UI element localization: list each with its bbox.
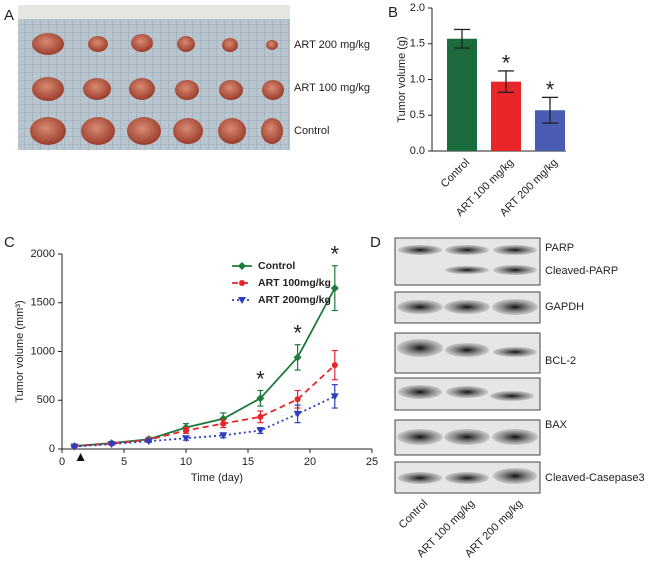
y-axis-label: Tumor volume (g) [396,36,408,122]
row-label: Control [294,125,329,137]
band-label: BCL-2 [545,355,576,367]
legend-label: ART 200mg/kg [258,294,331,306]
significance: * [546,77,555,102]
point [257,413,264,420]
bar [491,81,521,151]
y-tick-label: 1.0 [410,73,425,85]
row-label: ART 200 mg/kg [294,39,370,51]
x-tick-label: 10 [180,456,192,468]
point [331,362,338,369]
significance: * [293,320,302,345]
band-label: GAPDH [545,301,584,313]
significance: * [331,242,340,267]
significance: * [502,51,511,76]
point [144,438,153,446]
legend-label: ART 100mg/kg [258,277,331,289]
error-bar [498,70,514,94]
y-tick-label: 0.5 [410,109,425,121]
x-tick-label: 25 [366,456,378,468]
y-tick-label: 500 [37,394,55,406]
x-tick-label: 5 [121,456,127,468]
point [256,427,265,435]
legend-point [239,280,245,286]
y-tick-label: 1000 [31,345,55,357]
y-tick-label: 1500 [31,297,55,309]
significance: * [256,366,265,391]
x-tick-label: 0 [59,456,65,468]
series-line [74,364,336,447]
band-label: Cleaved-PARP [545,265,618,277]
band-label: PARP [545,242,574,254]
y-tick-label: 2000 [31,248,55,260]
error-bar [542,96,558,124]
x-tick-label: 20 [304,456,316,468]
point [294,396,301,403]
point [293,410,302,418]
point [182,435,190,443]
row-label: ART 100 mg/kg [294,82,370,94]
point [219,414,228,423]
y-tick-label: 0.0 [410,145,425,157]
point [293,353,302,362]
point [70,443,79,451]
panel-label: A [4,7,14,24]
western-blot [394,237,541,494]
y-tick-label: 2.0 [410,2,425,14]
point [330,284,339,293]
legend-point [238,297,246,304]
point [219,432,228,440]
bar [447,38,477,152]
panel-label: D [370,234,381,251]
y-tick-label: 0 [49,443,55,455]
y-axis-label: Tumor volume (mm³) [14,300,26,402]
legend-label: Control [258,260,295,272]
x-tick-label: Control [439,157,473,191]
point [107,441,116,449]
x-axis-label: Time (day) [191,472,243,484]
panel-label: B [388,4,398,21]
panel-label: C [4,234,15,251]
error-bar [454,28,470,49]
treatment-arrow [76,453,85,461]
point [330,393,339,401]
band-label: BAX [545,419,568,431]
point [256,394,265,403]
band-label: Cleaved-Casepase3 [545,472,645,484]
legend-point [238,262,246,270]
x-tick-label: 15 [242,456,254,468]
y-tick-label: 1.5 [410,38,425,50]
legend-marker [238,262,246,270]
legend-marker [239,280,245,286]
tumor-photo [18,5,290,150]
series-line [74,395,336,448]
lane-label: Control [397,498,431,532]
legend-marker [238,297,246,304]
point [220,420,227,427]
point [183,427,189,434]
